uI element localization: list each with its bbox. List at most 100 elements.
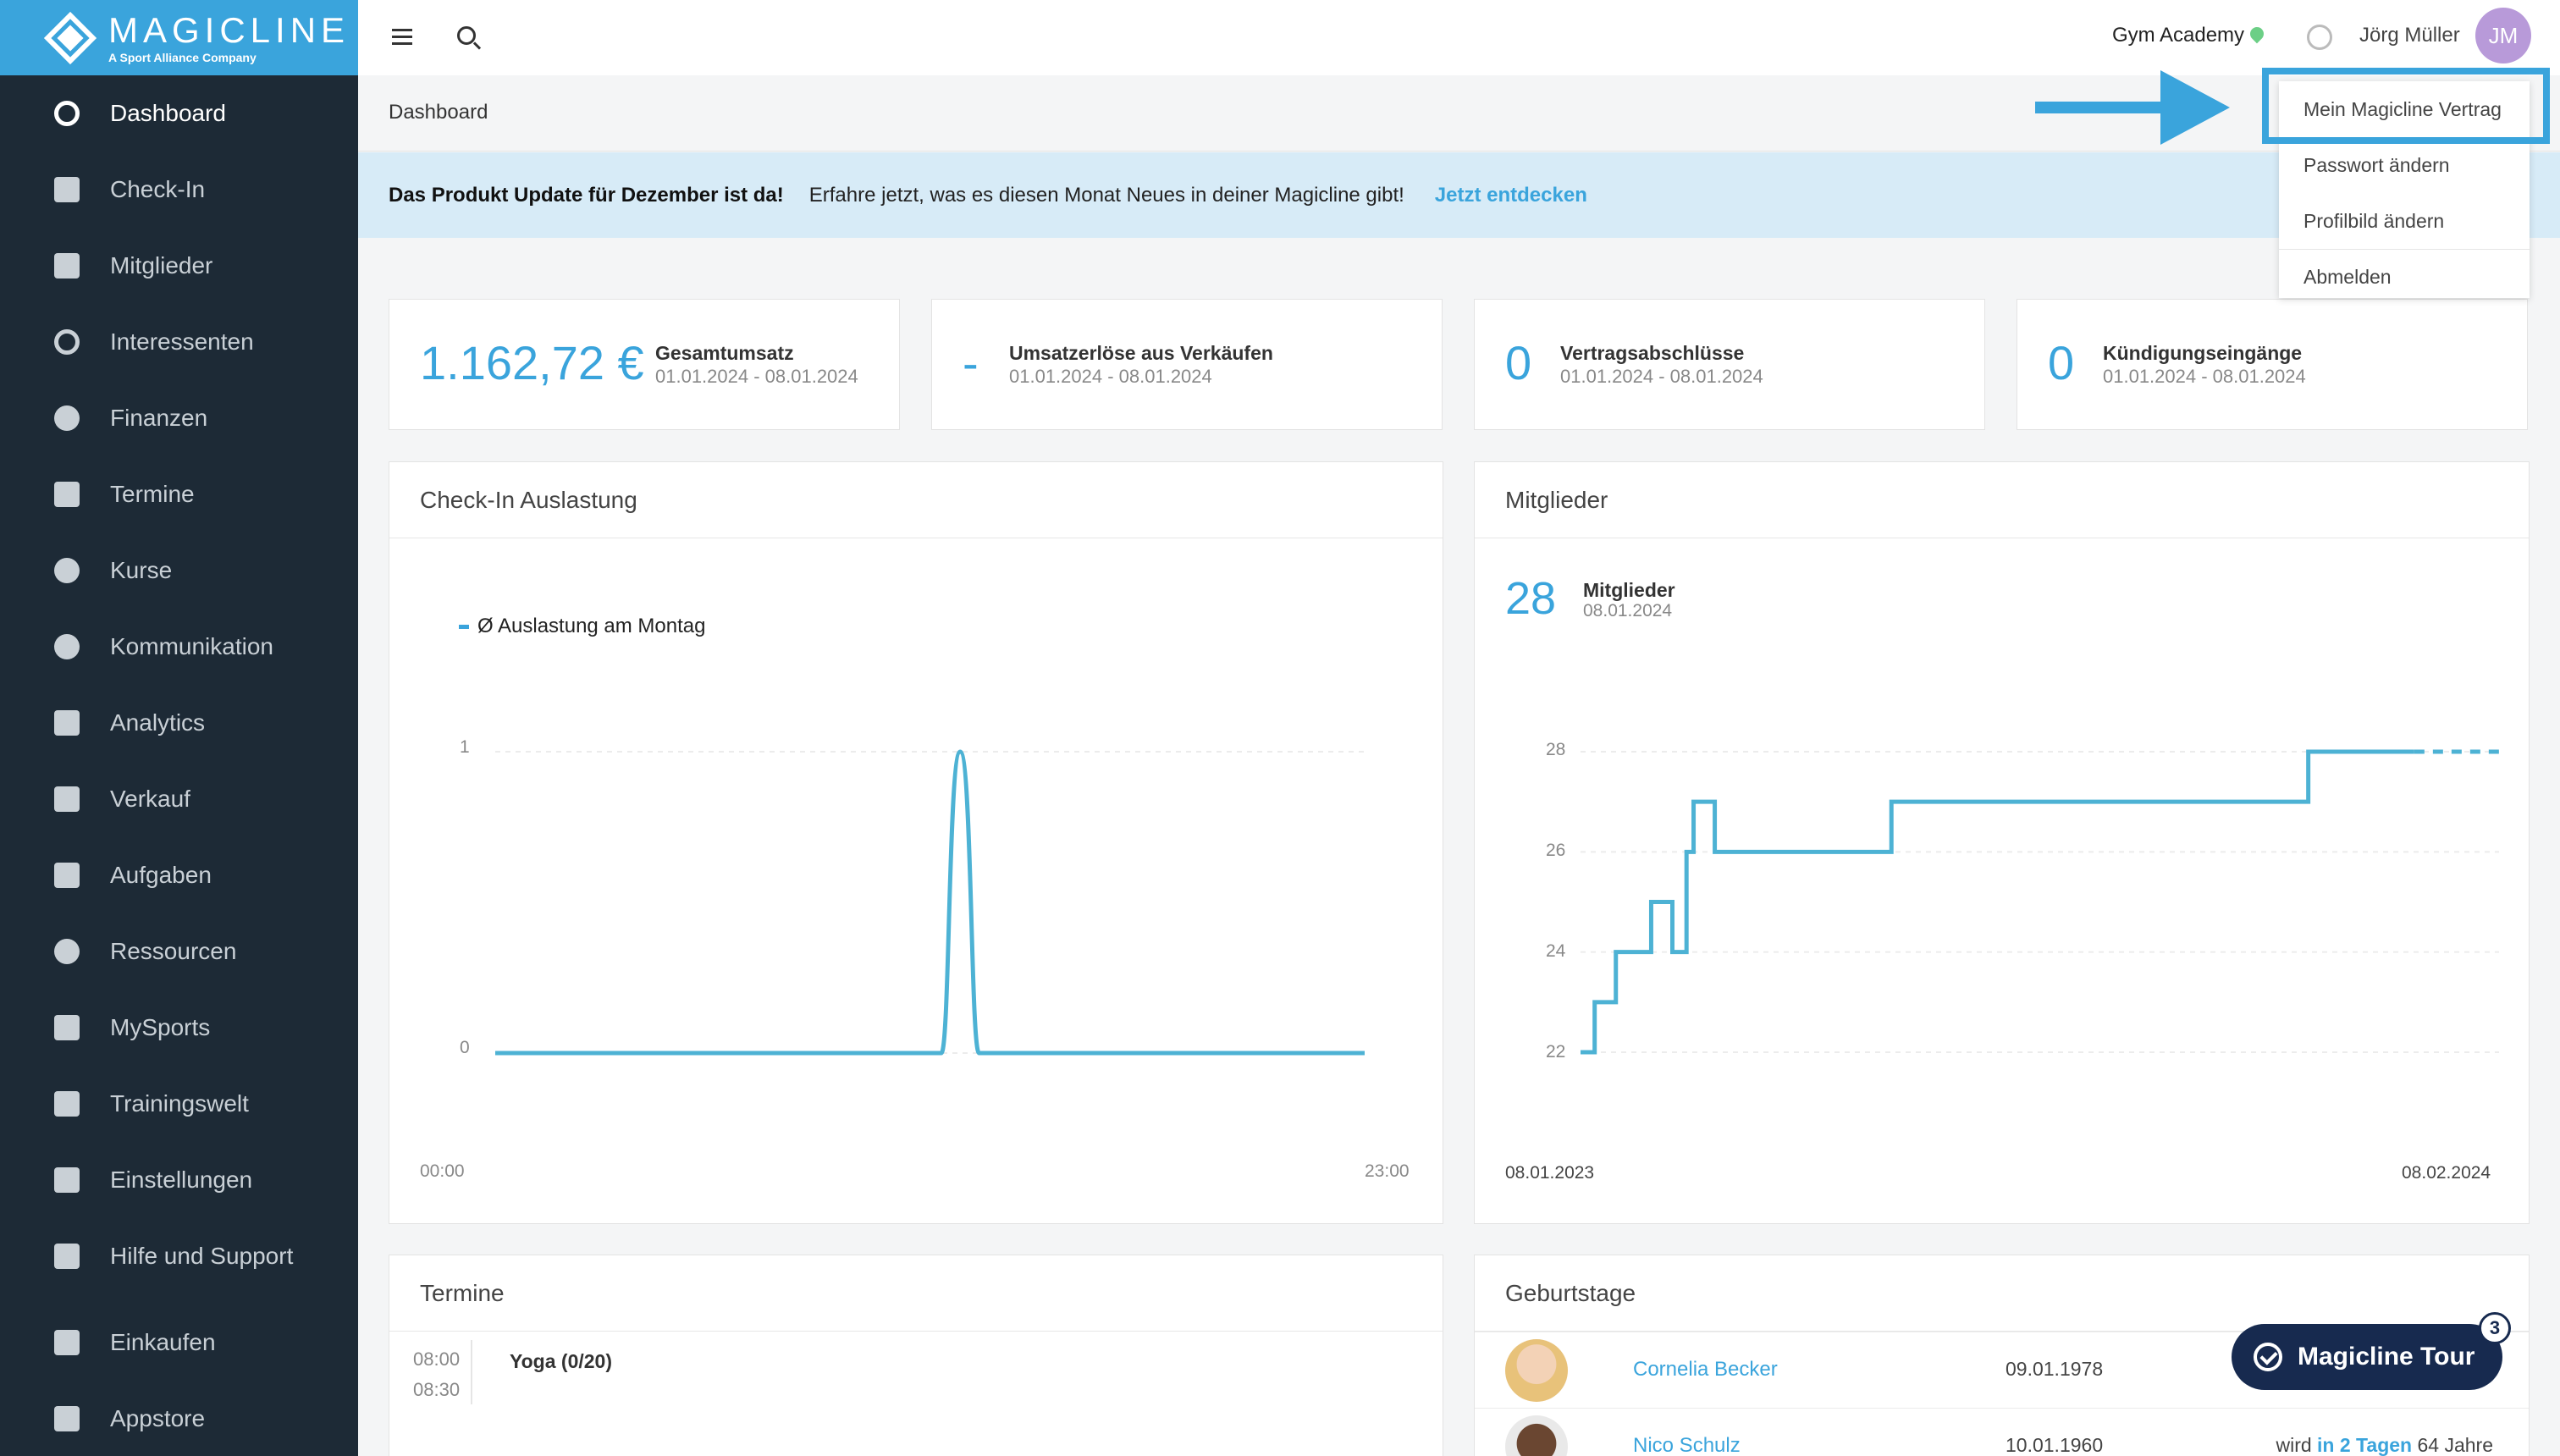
sidebar-item-termine[interactable]: Termine [0, 456, 358, 532]
avatar[interactable]: JM [2475, 8, 2531, 63]
sidebar-item-label: Ressourcen [110, 938, 237, 964]
sidebar-item-einkaufen[interactable]: Einkaufen [0, 1304, 358, 1381]
birthday-note-suffix: 64 Jahre [2412, 1434, 2493, 1456]
sidebar-item-appstore[interactable]: Appstore [0, 1381, 358, 1456]
kpi-label: Umsatzerlöse aus Verkäufen [1009, 342, 1273, 364]
banner-message: Erfahre jetzt, was es diesen Monat Neues… [808, 183, 1404, 207]
sidebar-item-verkauf[interactable]: Verkauf [0, 761, 358, 837]
checkin-series-line [495, 749, 1365, 1056]
birthday-name-link[interactable]: Cornelia Becker [1633, 1358, 1778, 1381]
search-icon[interactable] [457, 26, 476, 45]
clock-icon[interactable] [2307, 25, 2332, 50]
magicline-logo[interactable]: MAGICLINE A Sport Alliance Company [0, 0, 358, 75]
sidebar-item-dashboard[interactable]: Dashboard [0, 75, 358, 152]
members-panel: Mitglieder 28 Mitglieder 08.01.2024 28 2… [1474, 461, 2530, 1224]
sidebar-item-mitglieder[interactable]: Mitglieder [0, 228, 358, 304]
appointment-start: 08:00 [413, 1348, 461, 1370]
menu-toggle-icon[interactable] [392, 29, 412, 46]
sidebar-item-hilfe-und-support[interactable]: Hilfe und Support [0, 1218, 358, 1294]
check-circle-icon [2254, 1343, 2282, 1371]
banner-title: Das Produkt Update für Dezember ist da! [389, 183, 784, 207]
kpi-card-sales: - Umsatzerlöse aus Verkäufen 01.01.2024 … [931, 299, 1443, 430]
panel-title: Mitglieder [1475, 462, 2529, 538]
sidebar-item-ressourcen[interactable]: Ressourcen [0, 913, 358, 990]
sidebar-item-analytics[interactable]: Analytics [0, 685, 358, 761]
dots-grid-icon [52, 1013, 81, 1042]
sidebar-item-mysports[interactable]: MySports [0, 990, 358, 1066]
birthday-name-link[interactable]: Nico Schulz [1633, 1434, 1741, 1456]
members-chart [1581, 749, 2499, 1055]
menu-item-logout[interactable]: Abmelden [2279, 249, 2530, 305]
kpi-card-contracts: 0 Vertragsabschlüsse 01.01.2024 - 08.01.… [1474, 299, 1985, 430]
sidebar-item-interessenten[interactable]: Interessenten [0, 304, 358, 380]
x-end-label: 08.02.2024 [2402, 1163, 2491, 1183]
logo-tagline: A Sport Alliance Company [108, 50, 257, 64]
menu-item-change-avatar[interactable]: Profilbild ändern [2303, 209, 2445, 232]
sidebar-item-label: Hilfe und Support [110, 1243, 294, 1269]
x-start-label: 08.01.2023 [1505, 1163, 1595, 1183]
kpi-value: 0 [2048, 336, 2075, 389]
legend-label: Ø Auslastung am Montag [477, 615, 706, 637]
kpi-label: Kündigungseingänge [2103, 342, 2303, 364]
sidebar-item-finanzen[interactable]: Finanzen [0, 380, 358, 456]
panel-title: Check-In Auslastung [389, 462, 1443, 538]
euro-icon [52, 404, 81, 433]
sidebar-nav: Dashboard Check-In Mitglieder Interessenten… [0, 75, 358, 1456]
sidebar: MAGICLINE A Sport Alliance Company Dashb… [0, 0, 358, 1456]
avatar [1505, 1415, 1568, 1456]
tour-label: Magicline Tour [2298, 1343, 2475, 1371]
sidebar-item-check-in[interactable]: Check-In [0, 152, 358, 228]
birthday-note-highlight: in 2 Tagen [2317, 1434, 2413, 1456]
sidebar-item-label: Kurse [110, 557, 173, 583]
magicline-logo-icon [43, 11, 97, 64]
checkbox-icon [52, 861, 81, 890]
sidebar-item-kommunikation[interactable]: Kommunikation [0, 609, 358, 685]
birthday-date: 10.01.1960 [2006, 1434, 2104, 1456]
shop-icon [52, 1328, 81, 1357]
chart-legend[interactable]: Ø Auslastung am Montag [459, 615, 705, 638]
highlight-box [2262, 68, 2550, 144]
kpi-value: 0 [1505, 336, 1532, 389]
sidebar-item-label: Verkauf [110, 786, 190, 812]
birthday-row: Nico Schulz 10.01.1960 wird in 2 Tagen 6… [1475, 1408, 2529, 1456]
kpi-label: Gesamtumsatz [655, 342, 794, 364]
kpi-range: 01.01.2024 - 08.01.2024 [1560, 366, 1763, 387]
stopwatch-icon [52, 556, 81, 585]
sidebar-item-label: Trainingswelt [110, 1090, 249, 1117]
members-series-line [1581, 749, 2414, 1055]
user-name[interactable]: Jörg Müller [2359, 24, 2460, 47]
apps-icon [52, 1404, 81, 1433]
breadcrumb: Dashboard [389, 101, 488, 124]
sidebar-item-trainingswelt[interactable]: Trainingswelt [0, 1066, 358, 1142]
kpi-label: Vertragsabschlüsse [1560, 342, 1745, 364]
calendar-icon [52, 480, 81, 509]
annotation-arrow [2035, 102, 2179, 113]
people-icon [52, 937, 81, 966]
sidebar-item-kurse[interactable]: Kurse [0, 532, 358, 609]
kpi-card-cancellations: 0 Kündigungseingänge 01.01.2024 - 08.01.… [2017, 299, 2528, 430]
appointment-end: 08:30 [413, 1379, 461, 1400]
kpi-value: 1.162,72 € [420, 336, 644, 389]
kpi-range: 01.01.2024 - 08.01.2024 [2103, 366, 2306, 387]
panel-title: Geburtstage [1475, 1255, 2529, 1332]
chart-icon [52, 709, 81, 737]
menu-item-contract[interactable]: Mein Magicline Vertrag [2303, 97, 2502, 120]
product-update-banner: Das Produkt Update für Dezember ist da! … [358, 152, 2560, 238]
studio-selector[interactable]: Gym Academy [2112, 24, 2245, 47]
sidebar-item-label: Appstore [110, 1405, 206, 1431]
sidebar-item-aufgaben[interactable]: Aufgaben [0, 837, 358, 913]
tour-count-badge: 3 [2479, 1312, 2511, 1344]
sidebar-item-label: Analytics [110, 709, 206, 736]
checkin-chart [495, 749, 1365, 1056]
x-tick-label: 00:00 [420, 1161, 465, 1181]
divider [471, 1340, 472, 1404]
sidebar-item-einstellungen[interactable]: Einstellungen [0, 1142, 358, 1218]
sliders-icon [52, 1166, 81, 1194]
banner-link[interactable]: Jetzt entdecken [1434, 183, 1587, 207]
birthday-row: Cornelia Becker 09.01.1978 [1475, 1332, 2529, 1408]
menu-item-change-password[interactable]: Passwort ändern [2303, 153, 2450, 176]
magicline-tour-button[interactable]: Magicline Tour [2232, 1324, 2502, 1390]
member-count: 28 [1505, 573, 1557, 624]
legend-swatch [459, 624, 469, 629]
appointment-row[interactable]: 08:00 08:30 Yoga (0/20) [389, 1332, 1443, 1416]
